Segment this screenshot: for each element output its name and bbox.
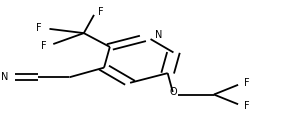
Text: F: F (98, 7, 104, 17)
Text: F: F (36, 23, 42, 33)
Text: F: F (244, 79, 250, 88)
Text: N: N (155, 30, 162, 39)
Text: O: O (170, 87, 177, 97)
Text: N: N (1, 72, 9, 82)
Text: F: F (41, 41, 46, 51)
Text: F: F (244, 101, 250, 111)
